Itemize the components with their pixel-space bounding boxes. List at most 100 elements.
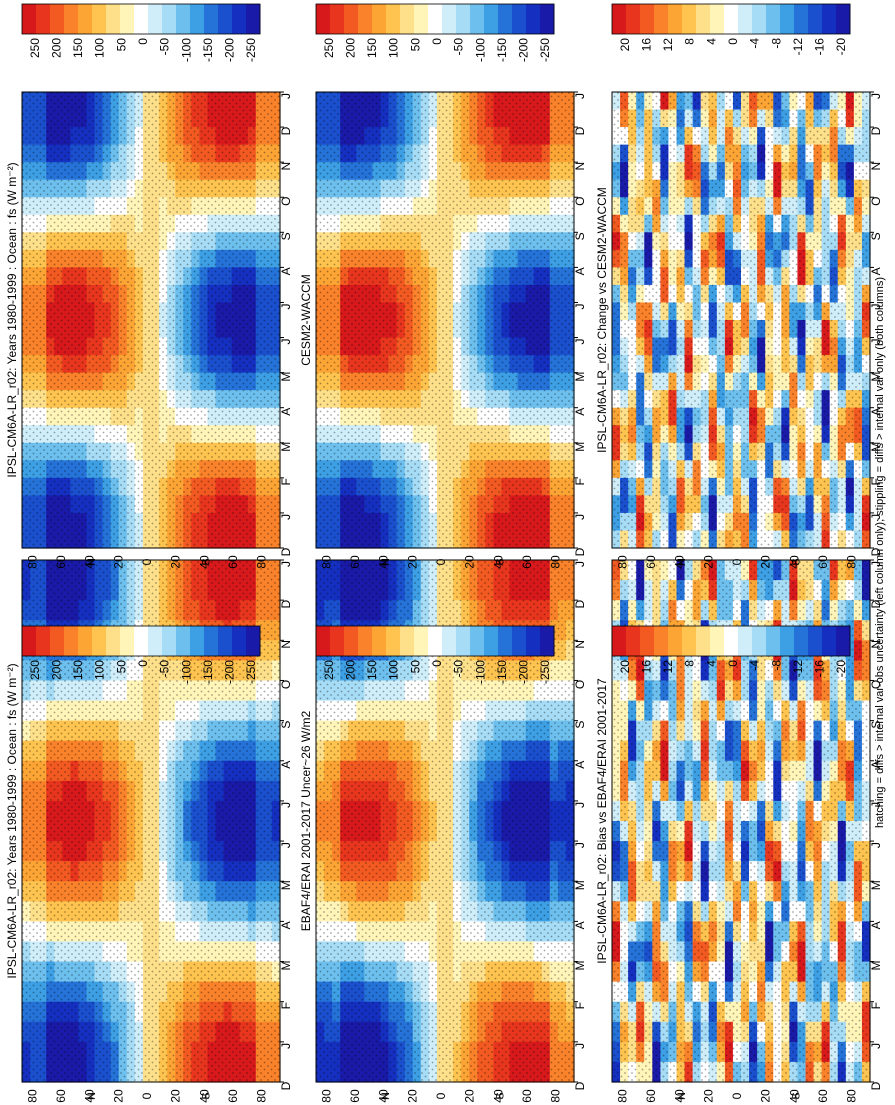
month-tick-label: J — [279, 339, 293, 345]
colorbar-tick-label: -250 — [244, 38, 258, 62]
colorbar: 250 200 150 100 50 0 -50 -100 -150 -200 -250 — [315, 3, 555, 62]
month-tick-label: D — [279, 1081, 293, 1090]
colorbar-swatch — [808, 626, 823, 656]
colorbar-tick-label: 200 — [343, 660, 357, 680]
month-tick-label: D — [869, 1081, 883, 1090]
month-tick-label: D — [279, 126, 293, 135]
colorbar-swatch — [654, 626, 669, 656]
panel-title: IPSL-CM6A-LR_r02: Years 1980-1999 : Ocea… — [5, 162, 19, 477]
month-tick-label: A — [573, 267, 587, 275]
colorbar-tick-label: -250 — [244, 660, 258, 684]
colorbar-tick-label: 250 — [322, 38, 336, 58]
month-tick-label: M — [869, 961, 883, 971]
colorbar-tick-label: 0 — [430, 660, 444, 667]
lat-tick-label: 40 — [377, 1089, 391, 1103]
colorbar-swatch — [512, 626, 527, 656]
month-tick-label: J — [573, 339, 587, 345]
colorbar-tick-label: -100 — [179, 660, 193, 684]
colorbar-swatch — [50, 626, 65, 656]
colorbar-swatch — [134, 4, 149, 34]
colorbar-swatch — [176, 626, 191, 656]
panel-change-vs-cesm2: 80 60 40 20 0 20 40 60 80N SDJFMAMJJASONDJIPSL-CM… — [595, 3, 883, 569]
colorbar-swatch — [190, 626, 205, 656]
colorbar-tick-label: 16 — [639, 660, 653, 674]
colorbar-swatch — [470, 4, 485, 34]
colorbar-tick-label: -50 — [158, 660, 172, 678]
colorbar-swatch — [330, 626, 345, 656]
colorbar-tick-label: -20 — [834, 660, 848, 678]
colorbar-tick-label: 150 — [71, 38, 85, 58]
month-tick-label: J — [573, 93, 587, 99]
lat-tick-label: 60 — [226, 555, 240, 569]
colorbar-tick-label: -200 — [517, 38, 531, 62]
month-tick-label: N — [573, 162, 587, 171]
colorbar-swatch — [64, 4, 79, 34]
plot-frame — [21, 559, 281, 1083]
lat-tick-label: 60 — [54, 555, 68, 569]
colorbar-swatch — [120, 4, 135, 34]
colorbar-swatch — [22, 626, 37, 656]
colorbar-tick-label: 50 — [408, 38, 422, 52]
colorbar-swatch — [204, 4, 219, 34]
colorbar-tick-label: 150 — [365, 660, 379, 680]
lat-tick-label: 0 — [140, 558, 154, 565]
month-tick-label: F — [869, 1002, 883, 1009]
lat-tick-label: 20 — [463, 555, 477, 569]
month-tick-label: M — [869, 880, 883, 890]
plot-frame — [315, 91, 575, 549]
month-tick-label: A — [279, 408, 293, 416]
colorbar-swatch — [78, 626, 93, 656]
plot-frame — [315, 559, 575, 1083]
colorbar-frame — [611, 625, 851, 657]
colorbar-swatch — [372, 626, 387, 656]
colorbar-swatch — [540, 626, 555, 656]
month-tick-label: M — [279, 880, 293, 890]
month-tick-label: F — [279, 478, 293, 485]
lat-tick-label: 40 — [491, 555, 505, 569]
colorbar-frame — [21, 625, 261, 657]
colorbar-swatch — [344, 4, 359, 34]
month-tick-label: S — [869, 721, 883, 729]
colorbar-frame — [21, 3, 261, 35]
month-tick-label: S — [279, 721, 293, 729]
month-tick-label: D — [279, 599, 293, 608]
lat-hemisphere-n: N — [380, 558, 392, 566]
lat-hemisphere-n: N — [86, 1092, 98, 1100]
month-tick-label: J — [279, 514, 293, 520]
colorbar-tick-label: 12 — [661, 660, 675, 674]
colorbar-tick-label: -150 — [495, 38, 509, 62]
colorbar-tick-label: -200 — [517, 660, 531, 684]
colorbar-swatch — [106, 4, 121, 34]
lat-tick-label: 20 — [701, 1089, 715, 1103]
month-tick-label: J — [869, 842, 883, 848]
lat-tick-label: 60 — [816, 1089, 830, 1103]
lat-tick-label: 0 — [730, 1092, 744, 1099]
month-tick-label: O — [279, 680, 293, 689]
colorbar-swatch — [78, 4, 93, 34]
colorbar: 20 16 12 8 4 0 -4 -8 -12 -16 -20 — [611, 625, 851, 678]
colorbar-swatch — [92, 626, 107, 656]
colorbar-tick-label: -50 — [158, 38, 172, 56]
lat-tick-label: 40 — [787, 1089, 801, 1103]
lat-tick-label: 60 — [348, 555, 362, 569]
month-tick-label: A — [573, 921, 587, 929]
panel-title: IPSL-CM6A-LR_r02: Bias vs EBAF4/ERAI 200… — [595, 678, 609, 964]
month-tick-label: J — [279, 561, 293, 567]
lat-tick-label: 80 — [255, 1089, 269, 1103]
month-tick-label: J — [869, 561, 883, 567]
lat-tick-label: 60 — [520, 1089, 534, 1103]
month-tick-label: M — [573, 372, 587, 382]
colorbar-swatch — [668, 626, 683, 656]
lat-tick-label: 80 — [255, 555, 269, 569]
colorbar-swatch — [134, 626, 149, 656]
lat-tick-label: 40 — [197, 1089, 211, 1103]
colorbar-tick-label: 100 — [93, 660, 107, 680]
colorbar-tick-label: -16 — [813, 660, 827, 678]
colorbar-tick-label: 100 — [93, 38, 107, 58]
colorbar-tick-label: 250 — [28, 660, 42, 680]
colorbar-tick-label: -250 — [538, 660, 552, 684]
lat-tick-label: 20 — [405, 1089, 419, 1103]
lat-tick-label: 40 — [491, 1089, 505, 1103]
month-tick-label: A — [869, 761, 883, 769]
